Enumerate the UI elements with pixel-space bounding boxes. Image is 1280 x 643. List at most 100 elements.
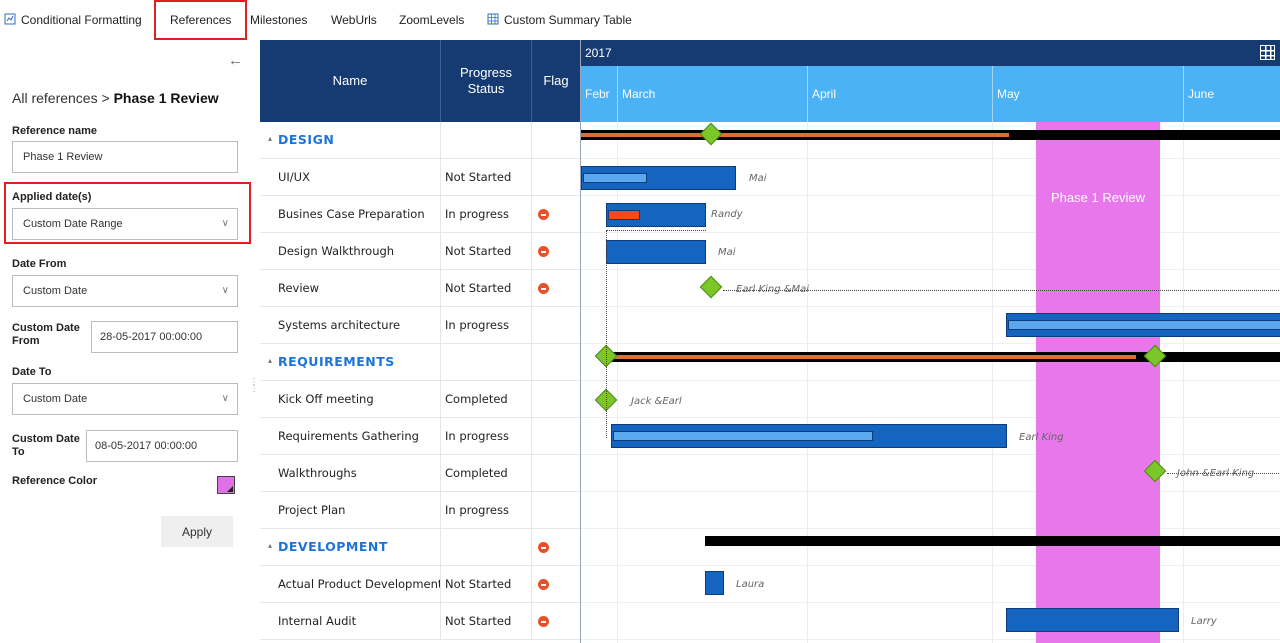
tab-conditional-formatting[interactable]: Conditional Formatting — [4, 0, 142, 40]
toolbar-tabs: Conditional Formatting References Milest… — [0, 0, 1280, 40]
task-row[interactable]: Internal Audit Not Started — [260, 603, 580, 640]
timeline-year-bar: 2017 — [581, 40, 1280, 66]
progress-status: In progress — [445, 318, 509, 332]
task-row[interactable]: UI/UX Not Started — [260, 159, 580, 196]
task-row[interactable]: Actual Product Development Not Started — [260, 566, 580, 603]
date-to-value: Custom Date — [23, 393, 88, 405]
resize-grip-icon[interactable]: ⋮ ⋮ — [249, 377, 259, 394]
month-april: April — [807, 66, 992, 122]
reference-name-value: Phase 1 Review — [23, 151, 103, 163]
tab-label: Milestones — [250, 13, 308, 27]
date-to-select[interactable]: Custom Date ∨ — [12, 383, 238, 415]
milestone-review[interactable] — [699, 275, 723, 299]
summary-bar-requirements[interactable] — [606, 352, 1280, 362]
gantt-chart: 2017 Febr March April May June Phase 1 R… — [580, 40, 1280, 643]
progress-status: Completed — [445, 392, 508, 406]
task-row[interactable]: Walkthroughs Completed — [260, 455, 580, 492]
tab-label: References — [170, 13, 232, 27]
task-bar-business-case[interactable] — [606, 203, 706, 227]
custom-date-from-input[interactable]: 28-05-2017 00:00:00 — [91, 321, 238, 353]
apply-button[interactable]: Apply — [161, 516, 233, 547]
task-row[interactable]: Kick Off meeting Completed — [260, 381, 580, 418]
column-header-progress-status[interactable]: Progress Status — [459, 65, 513, 96]
task-name: Walkthroughs — [278, 466, 357, 480]
back-arrow-icon[interactable]: ← — [228, 52, 243, 69]
task-bar-internal-audit[interactable] — [1006, 608, 1179, 632]
dependency-line — [1167, 473, 1280, 474]
reference-color-label: Reference Color — [12, 475, 97, 487]
progress-status: In progress — [445, 503, 509, 517]
applied-dates-label: Applied date(s) — [12, 191, 92, 203]
custom-date-to-value: 08-05-2017 00:00:00 — [95, 440, 198, 452]
tab-weburls[interactable]: WebUrls — [331, 0, 377, 40]
progress-status: Completed — [445, 466, 508, 480]
reference-label: Phase 1 Review — [1051, 190, 1145, 205]
task-progress-requirements-gathering — [613, 431, 873, 441]
resource-label: Laura — [736, 579, 765, 590]
tab-label: Conditional Formatting — [21, 13, 142, 27]
dependency-line — [723, 290, 1280, 291]
tab-custom-summary-table[interactable]: Custom Summary Table — [487, 0, 632, 40]
month-may: May — [992, 66, 1183, 122]
progress-status — [445, 122, 530, 158]
chevron-down-icon: ∨ — [221, 218, 229, 229]
dependency-line — [606, 230, 706, 231]
summary-bar-design[interactable] — [581, 130, 1280, 140]
task-row[interactable]: Design Walkthrough Not Started — [260, 233, 580, 270]
task-bar-product-development[interactable] — [705, 571, 724, 595]
tab-references[interactable]: References — [154, 0, 248, 40]
progress-status: Not Started — [445, 170, 512, 184]
resource-label: Randy — [711, 209, 743, 220]
grid-header: Name Progress Status Flag — [260, 40, 580, 122]
flag-icon — [538, 246, 549, 257]
task-bar-requirements-gathering[interactable] — [611, 424, 1007, 448]
dependency-line — [606, 230, 607, 438]
task-bar-systems-architecture[interactable] — [1006, 313, 1280, 337]
chevron-down-icon: ∨ — [221, 285, 229, 296]
task-row[interactable]: Review Not Started — [260, 270, 580, 307]
task-bar-uiux[interactable] — [581, 166, 736, 190]
task-bar-design-walkthrough[interactable] — [606, 240, 706, 264]
resource-label: Earl King — [1019, 432, 1064, 443]
task-name: Busines Case Preparation — [278, 207, 425, 221]
collapse-caret-icon[interactable]: ▴ — [268, 356, 273, 365]
milestone-design[interactable] — [699, 122, 723, 146]
task-name: Project Plan — [278, 503, 346, 517]
column-header-name[interactable]: Name — [332, 73, 368, 88]
collapse-caret-icon[interactable]: ▴ — [268, 134, 273, 143]
tab-milestones[interactable]: Milestones — [250, 0, 307, 40]
task-row[interactable]: Systems architecture In progress — [260, 307, 580, 344]
task-row[interactable]: Requirements Gathering In progress — [260, 418, 580, 455]
custom-date-to-input[interactable]: 08-05-2017 00:00:00 — [86, 430, 238, 462]
group-row[interactable]: ▴ DESIGN — [260, 122, 580, 159]
reference-phase-1-review[interactable] — [1036, 122, 1160, 643]
gantt-grid: Name Progress Status Flag ▴ DESIGN UI/UX No… — [260, 40, 580, 643]
tab-label: WebUrls — [331, 13, 377, 27]
conditional-formatting-icon — [4, 1, 16, 25]
reference-color-picker[interactable] — [217, 476, 235, 494]
reference-name-input[interactable]: Phase 1 Review — [12, 141, 238, 173]
task-row[interactable]: Busines Case Preparation In progress — [260, 196, 580, 233]
resource-label: Jack &Earl — [631, 396, 682, 407]
resource-label: Mai — [749, 173, 767, 184]
date-from-select[interactable]: Custom Date ∨ — [12, 275, 238, 307]
grid-view-icon[interactable] — [1260, 45, 1275, 60]
reference-name-label: Reference name — [12, 125, 97, 137]
task-name: Kick Off meeting — [278, 392, 374, 406]
collapse-caret-icon[interactable]: ▴ — [268, 541, 273, 550]
task-row[interactable]: Project Plan In progress — [260, 492, 580, 529]
table-icon — [487, 1, 499, 25]
summary-bar-development[interactable] — [705, 536, 1280, 546]
tab-zoomlevels[interactable]: ZoomLevels — [399, 0, 464, 40]
summary-plan-design — [581, 133, 1009, 137]
column-header-flag[interactable]: Flag — [543, 73, 569, 88]
applied-dates-select[interactable]: Custom Date Range ∨ — [12, 208, 238, 240]
group-row[interactable]: ▴ DEVELOPMENT — [260, 529, 580, 566]
progress-status — [445, 344, 530, 380]
breadcrumb-root[interactable]: All references > — [12, 90, 114, 106]
group-row[interactable]: ▴ REQUIREMENTS — [260, 344, 580, 381]
flag-icon — [538, 542, 549, 553]
breadcrumb: All references > Phase 1 Review — [12, 90, 219, 106]
task-name: DEVELOPMENT — [278, 539, 388, 554]
task-name: UI/UX — [278, 170, 310, 184]
